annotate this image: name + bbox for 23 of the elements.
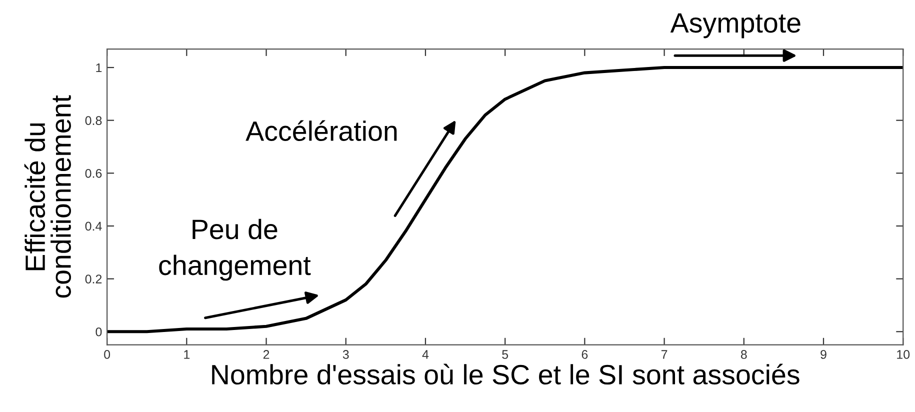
x-tick-label: 5: [502, 350, 508, 359]
annotation: Accélération: [246, 120, 397, 142]
x-tick-label: 10: [897, 350, 910, 359]
y-tick-label: 0.6: [85, 168, 102, 178]
x-tick-label: 1: [184, 350, 190, 359]
y-tick-label: 0.2: [85, 274, 102, 284]
y-tick-label: 0: [96, 327, 102, 336]
line-series: [107, 66, 904, 334]
text: Asymptote: [670, 13, 800, 38]
x-tick-label: 4: [422, 350, 429, 359]
x-tick-label: 6: [582, 350, 588, 359]
y-axis-title: Efficacité du conditionnement: [24, 95, 71, 298]
y-tick-label: 0.4: [85, 222, 102, 231]
x-tick-label: 9: [820, 350, 826, 359]
x-tick-label: 8: [740, 350, 747, 359]
x-tick-label: 3: [342, 350, 349, 359]
x-tick-label: 0: [104, 350, 110, 359]
x-tick-label: 7: [661, 350, 668, 359]
y-tick-label: 0.8: [85, 116, 102, 125]
x-axis-title: Nombre d'essais où le SC et le SI sont associés: [212, 364, 800, 385]
x-tick-label: 2: [263, 350, 270, 359]
annotation: Peu de changement: [159, 218, 311, 281]
y-tick-label: 1: [96, 63, 102, 72]
